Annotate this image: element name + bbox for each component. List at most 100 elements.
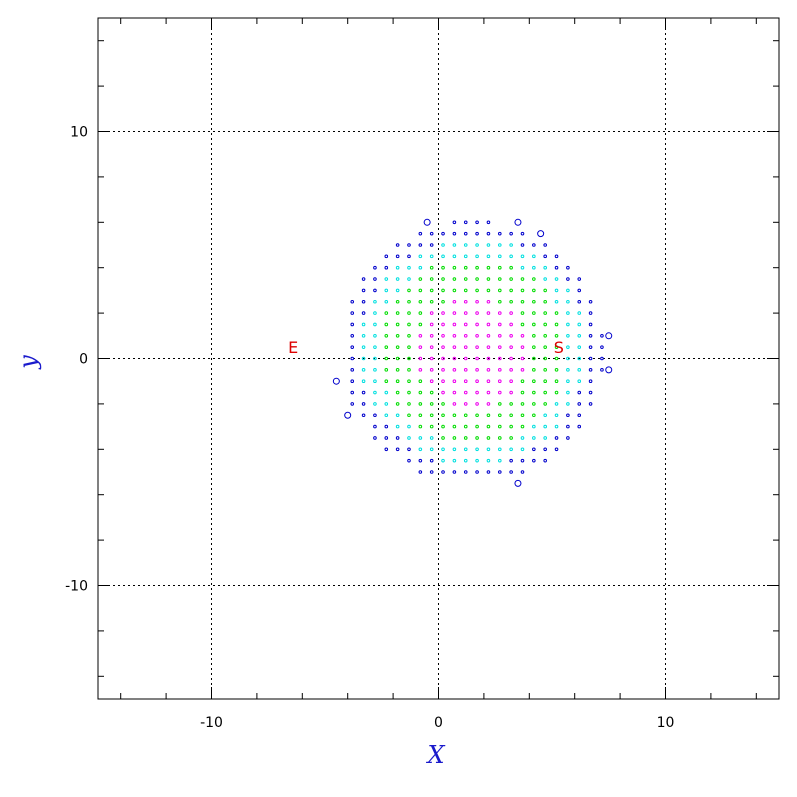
data-point	[452, 436, 457, 440]
data-point	[407, 413, 411, 418]
data-point	[588, 334, 593, 338]
data-point	[520, 436, 525, 440]
data-point	[497, 356, 502, 361]
grid-lines	[98, 18, 779, 699]
data-point	[373, 402, 377, 406]
data-point	[475, 220, 479, 225]
data-point	[384, 436, 389, 440]
data-point	[407, 334, 411, 338]
data-point	[395, 265, 400, 270]
data-point	[566, 277, 570, 281]
data-point	[554, 334, 559, 338]
data-point	[554, 288, 559, 293]
data-point	[532, 424, 536, 429]
data-point	[566, 402, 570, 406]
y-tick-label: -10	[65, 579, 88, 595]
data-point	[407, 243, 411, 247]
data-point	[532, 288, 536, 293]
data-point	[554, 390, 559, 395]
data-point	[429, 299, 434, 304]
data-point	[350, 356, 355, 361]
data-point	[543, 356, 547, 361]
data-point	[520, 379, 525, 384]
data-point	[554, 379, 559, 384]
data-point	[543, 311, 547, 315]
data-point	[577, 311, 582, 315]
data-point	[463, 254, 468, 259]
data-point	[475, 299, 479, 304]
data-point	[532, 447, 536, 452]
data-point	[441, 458, 445, 463]
data-point	[373, 334, 377, 338]
data-point	[475, 470, 479, 474]
data-point	[577, 424, 582, 429]
data-point	[361, 322, 366, 327]
data-point	[384, 368, 389, 372]
data-point	[532, 299, 536, 304]
data-point	[384, 390, 389, 395]
data-point	[509, 311, 513, 315]
data-point	[373, 311, 377, 315]
data-point	[463, 220, 468, 225]
data-point	[486, 390, 491, 395]
data-point	[497, 334, 502, 338]
data-point	[600, 345, 604, 349]
data-point	[520, 243, 525, 247]
data-point	[554, 447, 559, 452]
data-point	[418, 390, 423, 395]
data-point	[407, 424, 411, 429]
data-point	[554, 265, 559, 270]
data-point	[475, 277, 479, 281]
data-point	[429, 265, 434, 270]
data-point	[475, 447, 479, 452]
data-point	[429, 413, 434, 418]
data-point	[418, 470, 423, 474]
data-point	[441, 368, 445, 372]
data-point	[463, 402, 468, 406]
data-point	[350, 311, 355, 315]
data-point	[384, 299, 389, 304]
data-point	[418, 311, 423, 315]
data-point	[486, 356, 491, 361]
data-point	[361, 345, 366, 349]
data-point	[452, 220, 457, 225]
data-point	[520, 277, 525, 281]
data-point	[600, 356, 604, 361]
data-point	[452, 345, 457, 349]
data-point	[373, 277, 377, 281]
data-point	[520, 265, 525, 270]
data-point	[395, 311, 400, 315]
data-point	[407, 277, 411, 281]
data-point	[475, 288, 479, 293]
data-point	[407, 299, 411, 304]
data-point	[588, 311, 593, 315]
data-point	[429, 356, 434, 361]
data-point	[509, 368, 513, 372]
data-point	[600, 334, 604, 338]
data-point	[350, 379, 355, 384]
data-point	[441, 413, 445, 418]
data-point	[429, 470, 434, 474]
data-point	[520, 231, 525, 236]
data-point	[497, 436, 502, 440]
data-point	[486, 299, 491, 304]
data-point	[554, 424, 559, 429]
data-point	[463, 243, 468, 247]
data-point	[418, 413, 423, 418]
data-point	[543, 277, 547, 281]
data-point	[497, 390, 502, 395]
data-point	[543, 299, 547, 304]
data-point	[566, 311, 570, 315]
data-point	[452, 231, 457, 236]
data-point	[543, 345, 547, 349]
data-point	[486, 447, 491, 452]
data-point	[361, 390, 366, 395]
data-point	[452, 368, 457, 372]
data-point	[486, 243, 491, 247]
data-point	[407, 265, 411, 270]
data-point	[497, 231, 502, 236]
data-point	[475, 231, 479, 236]
data-point	[509, 402, 513, 406]
data-point	[509, 334, 513, 338]
data-point	[441, 311, 445, 315]
